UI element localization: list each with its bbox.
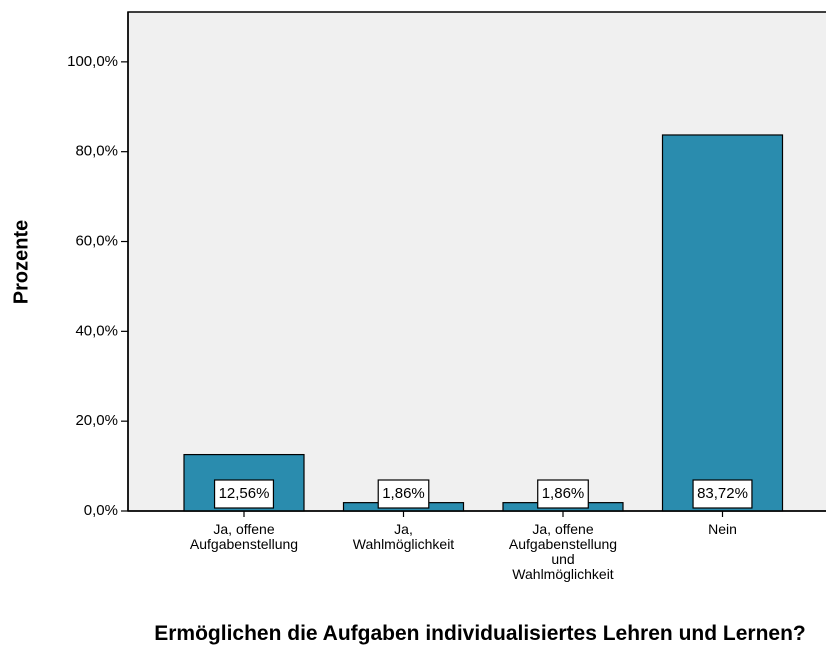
- y-tick-label: 20,0%: [75, 412, 118, 429]
- x-tick-label: Ja, offene Aufgabenstellung und Wahlmögl…: [508, 521, 618, 582]
- x-tick-label: Ja, Wahlmöglichkeit: [352, 521, 455, 552]
- value-label-box: [692, 479, 753, 509]
- value-label-box: [377, 479, 430, 509]
- y-tick-label: 0,0%: [84, 502, 118, 519]
- value-label: 1,86%: [382, 485, 425, 502]
- x-tick-label: Ja, offene Aufgabenstellung: [189, 521, 299, 552]
- y-tick-label: 40,0%: [75, 322, 118, 339]
- y-tick-label: 60,0%: [75, 232, 118, 249]
- value-label: 83,72%: [697, 485, 748, 502]
- y-tick-label: 100,0%: [67, 53, 118, 70]
- y-axis-label: Prozente: [10, 219, 33, 305]
- chart-title: Ermöglichen die Aufgaben individualisier…: [154, 622, 806, 645]
- bar: [661, 134, 784, 512]
- value-label: 1,86%: [542, 485, 585, 502]
- x-tick-label: Nein: [708, 521, 737, 537]
- y-tick-label: 80,0%: [75, 143, 118, 160]
- value-label: 12,56%: [219, 485, 270, 502]
- value-label-box: [537, 479, 589, 509]
- value-label-box: [213, 479, 275, 509]
